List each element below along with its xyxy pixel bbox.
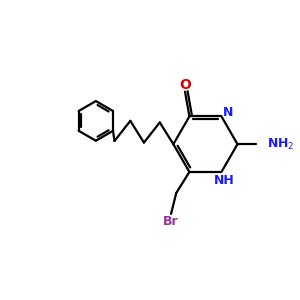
Text: NH$_2$: NH$_2$ xyxy=(267,136,294,152)
Text: N: N xyxy=(223,106,233,119)
Text: Br: Br xyxy=(163,215,179,228)
Text: NH: NH xyxy=(214,174,235,187)
Text: O: O xyxy=(179,78,191,92)
